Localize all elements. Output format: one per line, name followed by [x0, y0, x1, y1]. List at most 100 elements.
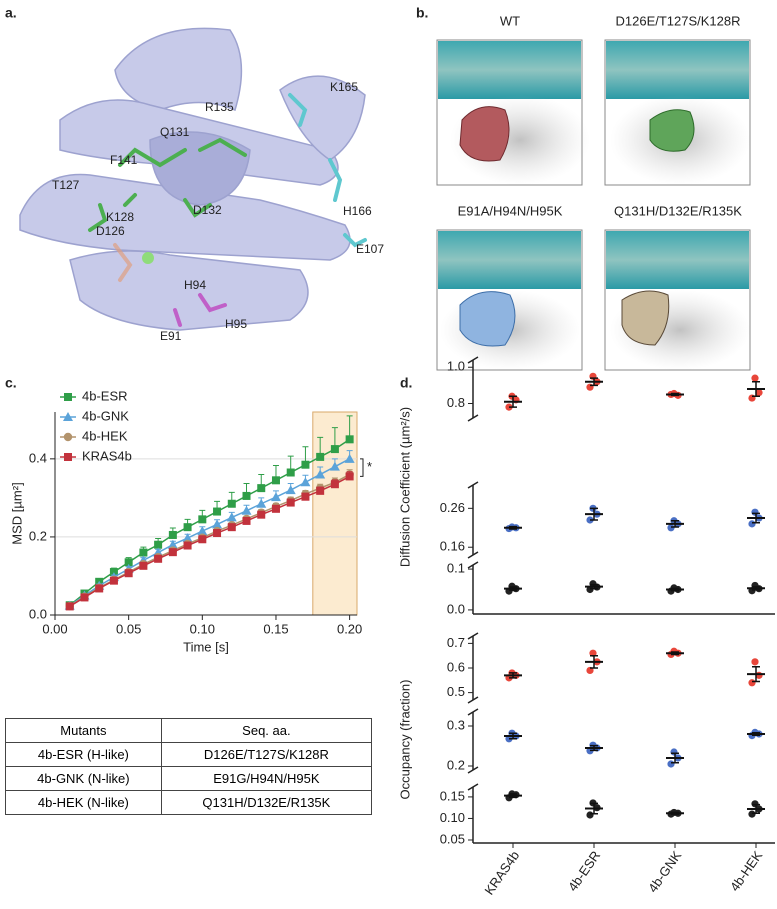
axis-break — [467, 356, 479, 364]
data-point — [315, 469, 326, 479]
replicate-dot — [748, 679, 756, 687]
data-point — [345, 472, 354, 481]
axis-break — [467, 783, 479, 791]
axis-break — [467, 708, 479, 716]
axis-break — [467, 481, 479, 489]
x-tick-label: 0.05 — [116, 621, 141, 636]
panel-label: a. — [5, 5, 17, 21]
x-tick-label: 0.00 — [42, 621, 67, 636]
data-point — [198, 515, 207, 524]
table-header: Mutants — [5, 718, 162, 743]
x-axis-label: Time [s] — [183, 639, 229, 654]
y-tick-label: 0.7 — [447, 635, 465, 650]
y-tick-label: 0.0 — [29, 606, 47, 621]
table-cell: 4b-ESR (H-like) — [5, 742, 162, 767]
replicate-dot — [748, 520, 756, 528]
replicate-dot — [589, 580, 597, 588]
x-tick-label: 0.15 — [263, 621, 288, 636]
x-tick-label: KRAS4b — [481, 848, 522, 897]
x-tick-label: 4b-GNK — [645, 848, 684, 895]
data-point — [300, 477, 311, 487]
annotation: * — [367, 459, 372, 474]
axis-break — [467, 632, 479, 640]
x-tick-label: 0.20 — [337, 621, 362, 636]
data-point — [226, 512, 237, 522]
error-bar — [590, 507, 598, 521]
table-cell: E91G/H94N/H95K — [160, 766, 373, 791]
error-bar — [509, 793, 517, 799]
residue-label: R135 — [205, 100, 234, 114]
error-bar — [752, 803, 760, 815]
residue-label: H94 — [184, 278, 206, 292]
replicate-dot — [755, 389, 763, 397]
data-point — [330, 445, 339, 454]
residue-label: F141 — [110, 153, 138, 167]
y-tick-label: 0.1 — [447, 561, 465, 576]
data-point — [286, 468, 295, 477]
data-point — [330, 480, 339, 489]
x-tick-label: 4b-HEK — [727, 848, 766, 894]
table-header: Seq. aa. — [160, 718, 373, 743]
snapshot — [604, 229, 751, 371]
data-point — [270, 492, 281, 502]
x-tick-label: 0.10 — [190, 621, 215, 636]
data-point — [167, 539, 178, 549]
protein-structure — [19, 27, 366, 331]
error-bar — [752, 381, 760, 397]
error-bar — [509, 525, 517, 530]
data-point — [241, 505, 252, 515]
data-point — [316, 486, 325, 495]
table-cell: 4b-HEK (N-like) — [5, 790, 162, 815]
residue-label: K128 — [106, 210, 134, 224]
replicate-dot — [670, 748, 678, 756]
residue-label: E91 — [160, 329, 182, 343]
y-tick-label: 0.6 — [447, 659, 465, 674]
error-bar — [671, 392, 679, 397]
error-bar — [671, 520, 679, 528]
y-axis-label: Occupancy (fraction) — [397, 680, 412, 800]
table-cell: D126E/T127S/K128R — [160, 742, 373, 767]
data-point — [168, 530, 177, 539]
data-point — [271, 504, 280, 513]
legend-marker — [64, 453, 72, 461]
data-point — [197, 526, 208, 536]
data-point — [256, 498, 267, 508]
data-point — [198, 535, 207, 544]
legend-marker — [63, 432, 73, 442]
axis-break — [467, 766, 479, 774]
snapshot-title: Q131H/D132E/R135K — [614, 203, 742, 218]
replicate-dot — [751, 508, 759, 516]
data-point — [183, 523, 192, 532]
axis-break — [467, 561, 479, 569]
error-bar — [509, 586, 517, 592]
error-bar — [752, 732, 760, 736]
legend-label: KRAS4b — [82, 448, 132, 463]
data-point — [183, 541, 192, 550]
error-bar — [590, 583, 598, 590]
data-point — [329, 461, 340, 471]
error-bar — [752, 585, 760, 591]
replicate-dot — [667, 760, 675, 768]
error-bar — [509, 672, 517, 679]
legend-marker — [63, 412, 73, 421]
data-point — [285, 485, 296, 495]
y-tick-label: 0.26 — [440, 500, 465, 515]
data-point — [301, 460, 310, 469]
data-point — [301, 492, 310, 501]
x-tick-label: 4b-ESR — [565, 848, 603, 894]
replicate-dot — [751, 658, 759, 666]
y-axis-label: MSD [µm²] — [9, 482, 24, 544]
data-point — [182, 533, 193, 543]
error-bar — [671, 752, 679, 764]
data-point — [65, 602, 74, 611]
data-point — [154, 540, 163, 549]
y-tick-label: 1.0 — [447, 359, 465, 374]
y-tick-label: 0.15 — [440, 788, 465, 803]
axis-break — [467, 696, 479, 704]
data-point — [109, 576, 118, 585]
legend-label: 4b-GNK — [82, 408, 129, 423]
data-point — [168, 548, 177, 557]
replicate-dot — [586, 811, 594, 819]
y-tick-label: 0.4 — [29, 450, 47, 465]
